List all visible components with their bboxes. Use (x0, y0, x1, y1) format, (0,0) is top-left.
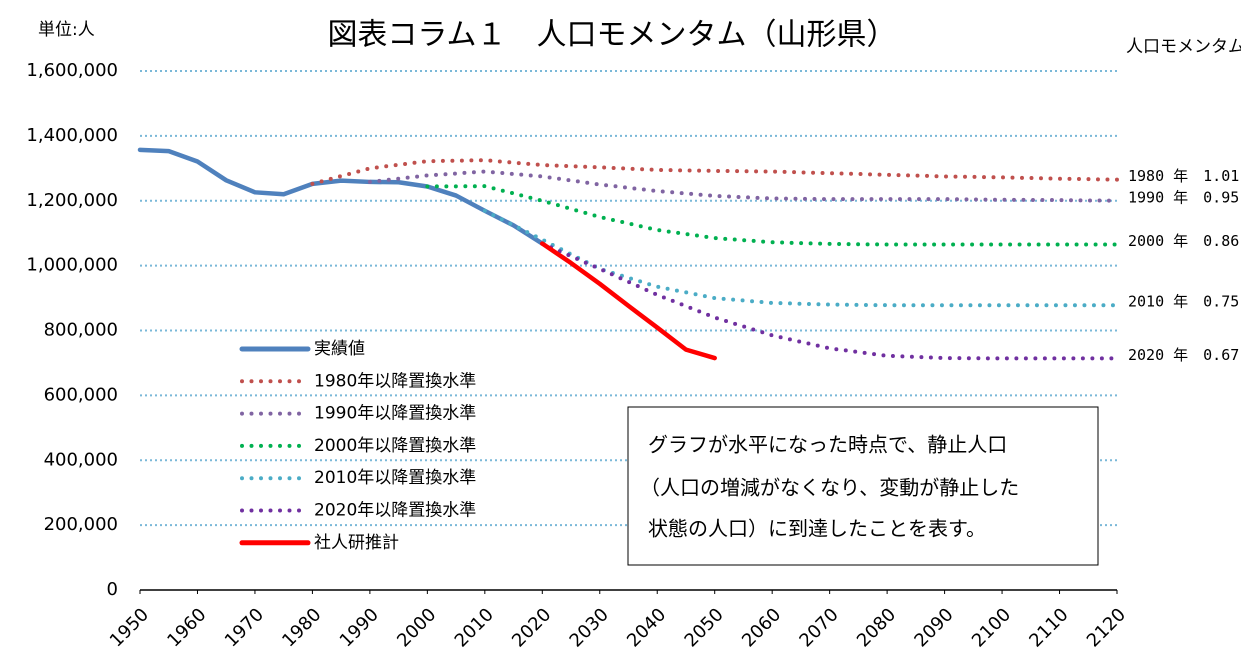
x-tick-label: 2030 (566, 604, 613, 650)
x-tick-label: 2070 (795, 604, 842, 650)
legend-label: 実績値 (314, 339, 365, 359)
legend-label: 1990年以降置換水準 (314, 404, 476, 424)
series-line (137, 147, 545, 246)
series-line (540, 241, 1119, 361)
legend-label: 社人研推計 (314, 533, 399, 553)
y-tick-label: 1,400,000 (26, 125, 118, 146)
series-line (425, 184, 1119, 247)
y-tick-label: 200,000 (44, 514, 118, 535)
series-line (482, 208, 1119, 308)
x-tick-label: 2010 (451, 604, 498, 650)
y-tick-label: 400,000 (44, 449, 118, 470)
x-tick-label: 2050 (681, 604, 728, 650)
x-tick-label: 2120 (1083, 604, 1130, 650)
series-line (540, 241, 717, 361)
y-tick-label: 0 (107, 579, 118, 600)
annotation-line: 状態の人口）に到達したことを表す。 (648, 517, 986, 541)
x-tick-label: 1980 (278, 604, 325, 650)
x-tick-label: 2000 (393, 604, 440, 650)
x-tick-label: 2090 (910, 604, 957, 650)
x-tick-label: 2060 (738, 604, 785, 650)
series-line (367, 169, 1119, 203)
y-tick-label: 1,200,000 (26, 190, 118, 211)
chart-title: 図表コラム１ 人口モメンタム（山形県） (327, 18, 896, 53)
momentum-label: 2020 年 0.67 (1128, 346, 1239, 364)
legend-label: 2020年以降置換水準 (314, 501, 476, 521)
x-tick-label: 1950 (106, 604, 153, 650)
x-tick-label: 1990 (336, 604, 383, 650)
right-header: 人口モメンタム (1126, 37, 1241, 57)
annotation-line: （人口の増減がなくなり、変動が静止した (640, 476, 1019, 500)
y-tick-label: 1,000,000 (26, 255, 118, 276)
y-tick-label: 800,000 (44, 320, 118, 341)
momentum-label: 2010 年 0.75 (1128, 293, 1239, 311)
momentum-label: 2000 年 0.86 (1128, 232, 1239, 250)
y-tick-label: 1,600,000 (26, 60, 118, 81)
x-tick-label: 2040 (623, 604, 670, 650)
y-unit: 単位:人 (38, 20, 95, 40)
x-tick-label: 2100 (968, 604, 1015, 650)
x-tick-label: 2080 (853, 604, 900, 650)
x-tick-label: 1960 (163, 604, 210, 650)
series-line (310, 158, 1119, 186)
legend-label: 1980年以降置換水準 (314, 371, 476, 391)
legend-label: 2000年以降置換水準 (314, 436, 476, 456)
x-tick-label: 2110 (1025, 604, 1072, 650)
x-tick-label: 2020 (508, 604, 555, 650)
x-tick-label: 1970 (221, 604, 268, 650)
y-tick-label: 600,000 (44, 384, 118, 405)
legend-label: 2010年以降置換水準 (314, 468, 476, 488)
annotation-line: グラフが水平になった時点で、静止人口 (648, 433, 1007, 457)
annotation-box (627, 406, 1099, 566)
momentum-label: 1980 年 1.01 (1128, 167, 1239, 185)
momentum-label: 1990 年 0.95 (1128, 188, 1239, 206)
